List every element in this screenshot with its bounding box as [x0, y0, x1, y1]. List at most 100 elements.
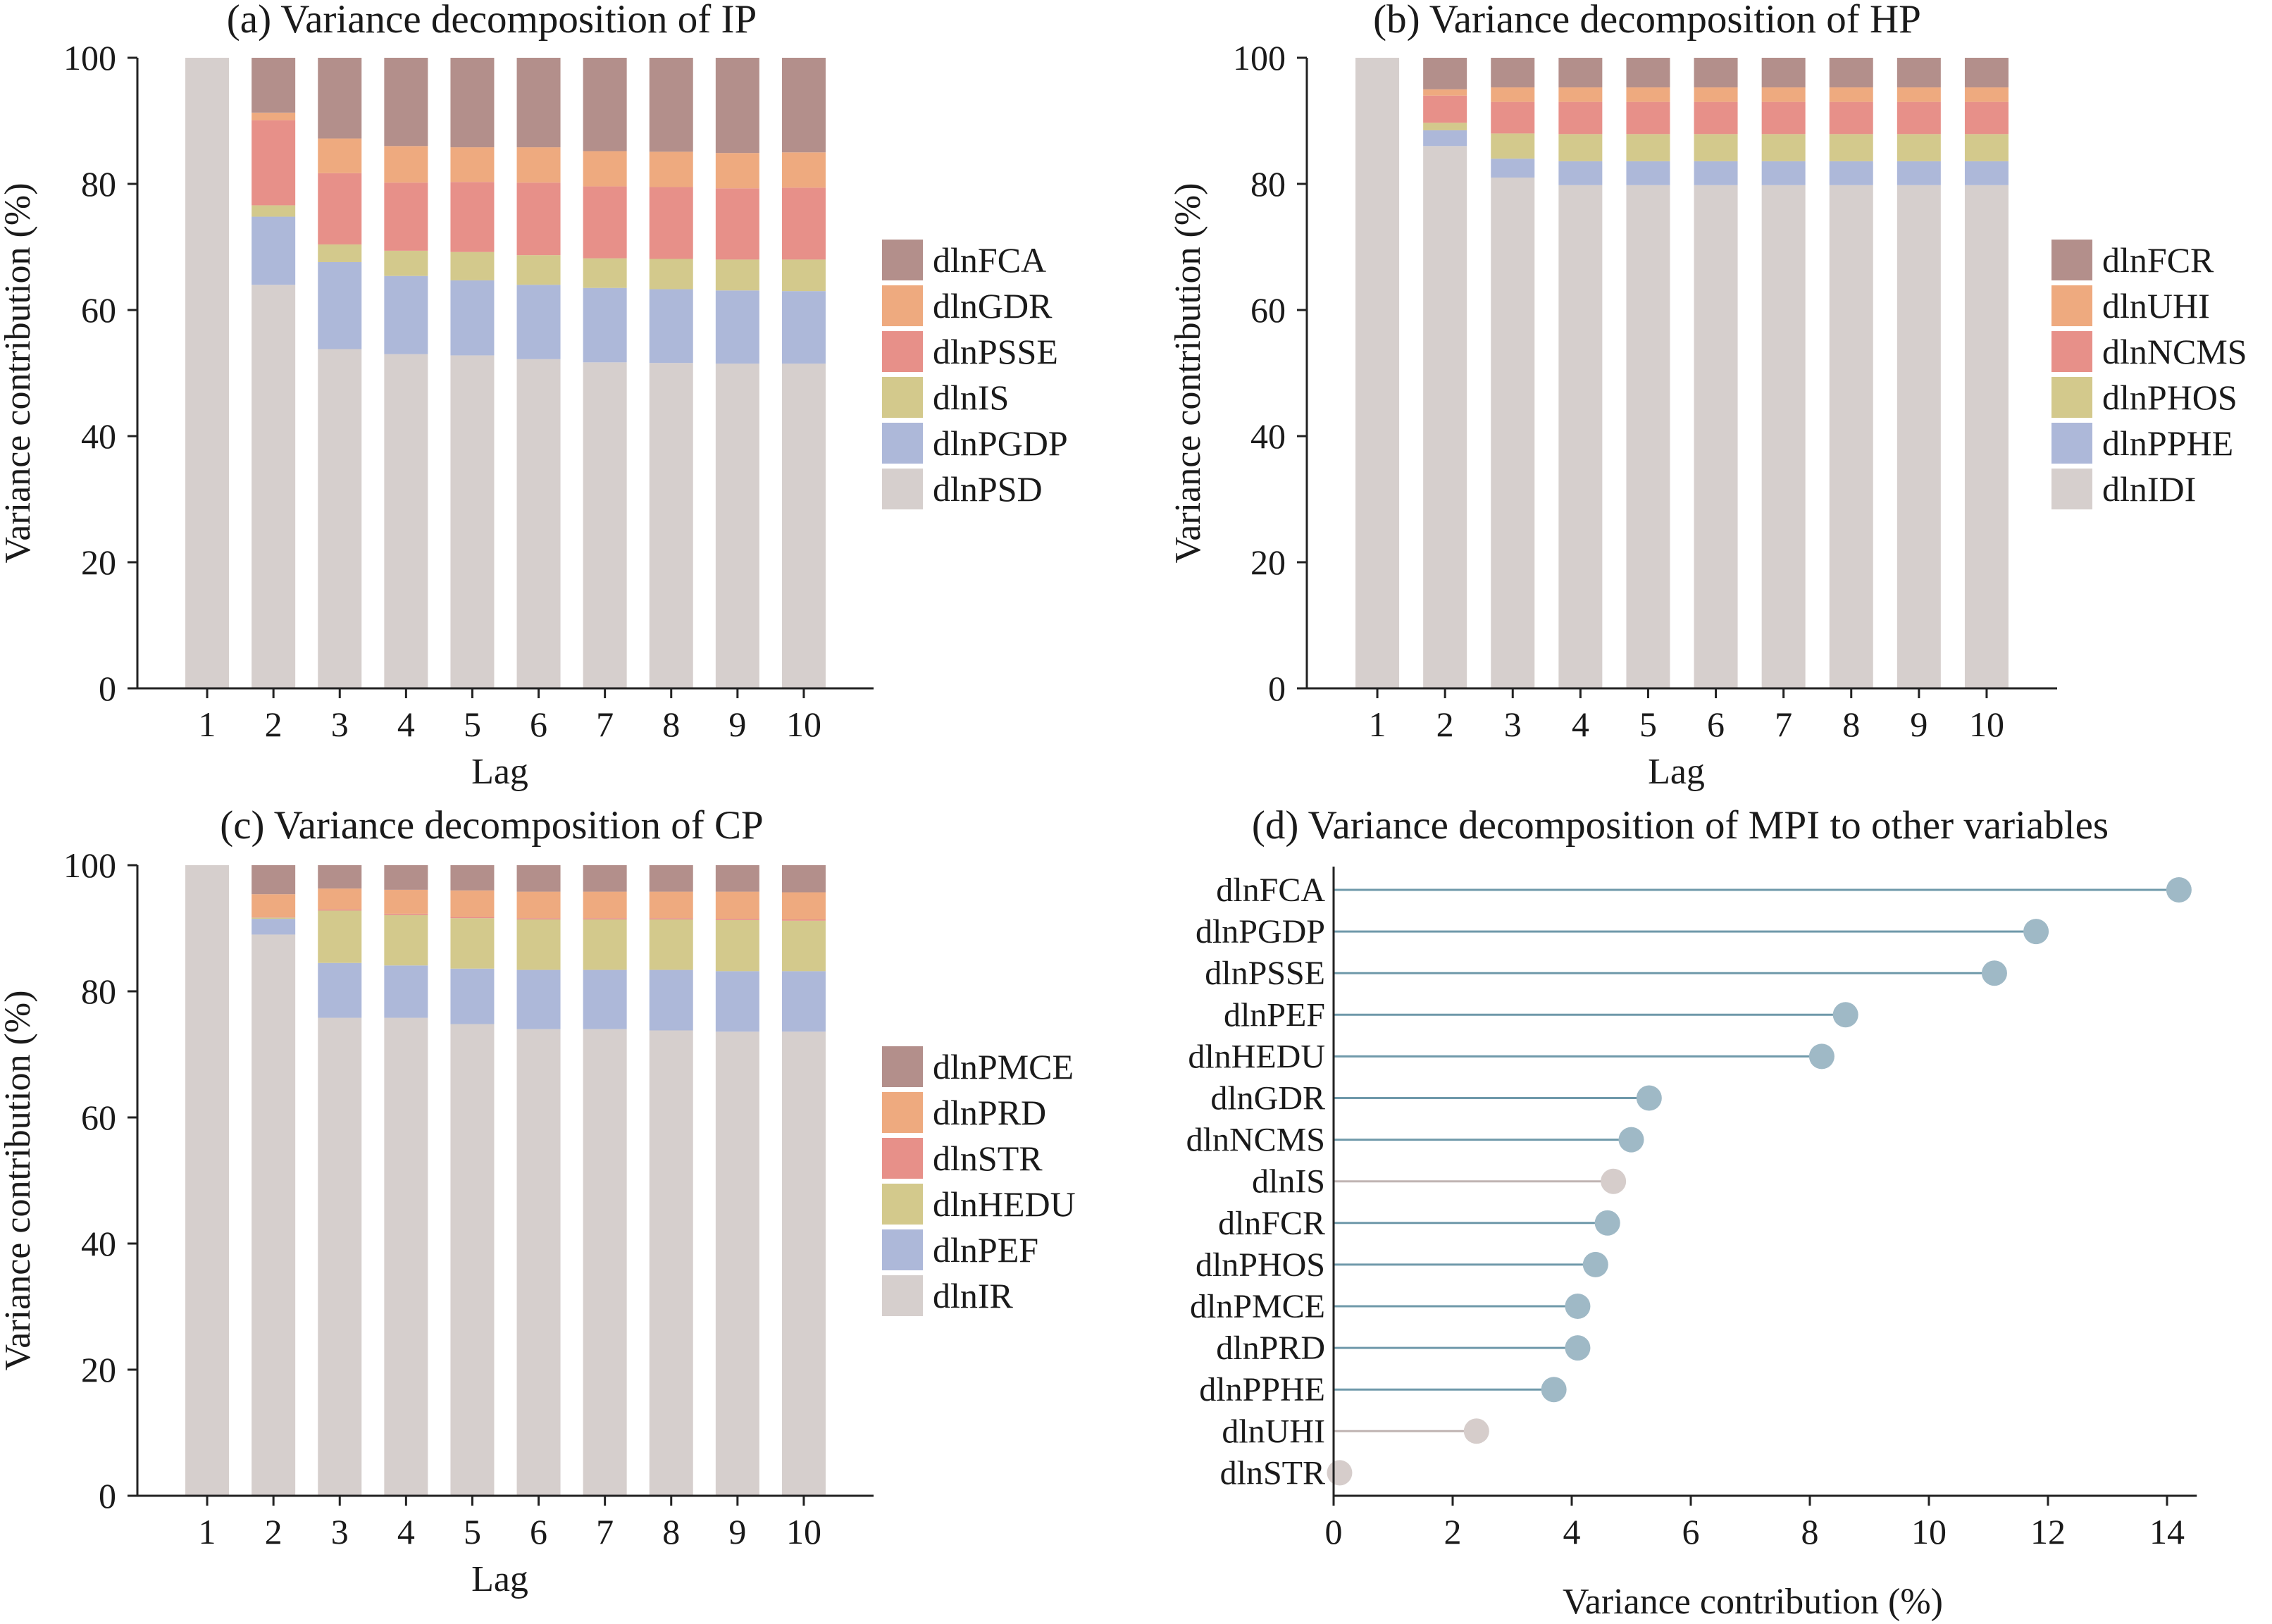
y-tick-label: 100: [1233, 38, 1286, 78]
x-tick-label: 5: [464, 705, 481, 744]
bar-segment: [649, 969, 693, 1031]
bar-segment: [649, 151, 693, 187]
legend: dlnPMCE dlnPRD dlnSTR dlnHEDU dlnPEF dlnIR: [882, 1046, 1076, 1316]
bar-segment: [649, 58, 693, 152]
bar-segment: [715, 891, 759, 919]
bar-segment: [450, 182, 495, 252]
bar-segment: [781, 1031, 826, 1496]
x-tick-label: 6: [1682, 1512, 1700, 1551]
bar-segment: [1558, 185, 1603, 688]
y-tick-label: 0: [99, 669, 116, 708]
bar-segment: [1829, 134, 1873, 161]
x-tick-label: 6: [1707, 705, 1725, 744]
bar-segment: [1423, 58, 1467, 89]
chart-title: (c) Variance decomposition of CP: [220, 803, 763, 848]
legend-label: dlnFCA: [933, 240, 1046, 280]
y-axis-label: Variance contribution (%): [0, 182, 38, 563]
category-label: dlnPGDP: [1196, 913, 1325, 950]
bar-segment: [384, 275, 428, 354]
legend-swatch: [882, 1275, 923, 1316]
bar-segment: [583, 186, 627, 259]
bar-segment: [516, 147, 561, 183]
bar-segment: [715, 865, 759, 892]
legend-swatch: [2051, 377, 2092, 418]
bar-segment: [1761, 101, 1806, 135]
bar-segment: [318, 58, 362, 139]
bar-segment: [252, 112, 296, 120]
bar-segment: [715, 1031, 759, 1496]
bar-segment: [715, 290, 759, 364]
x-tick-label: 8: [1842, 705, 1860, 744]
x-tick-label: 12: [2030, 1512, 2066, 1551]
lollipop-dot: [1582, 1251, 1608, 1277]
x-tick-label: 4: [397, 1512, 415, 1551]
legend-label: dlnIS: [933, 378, 1009, 417]
bar-segment: [1897, 101, 1941, 135]
bar-segment: [384, 1017, 428, 1496]
bar-segment: [318, 888, 362, 910]
bar-segment: [1897, 185, 1941, 688]
y-tick-label: 80: [1250, 164, 1286, 204]
legend-label: dlnPGDP: [933, 423, 1068, 463]
bar-segment: [450, 355, 495, 688]
x-tick-label: 5: [464, 1512, 481, 1551]
y-tick-label: 80: [81, 164, 116, 204]
y-tick-label: 0: [99, 1476, 116, 1515]
x-tick-label: 0: [1325, 1512, 1343, 1551]
bar-segment: [1694, 161, 1738, 185]
x-tick-label: 4: [397, 705, 415, 744]
legend-label: dlnPHOS: [2102, 378, 2237, 417]
lollipop-dot: [1636, 1085, 1662, 1111]
bar-segment: [781, 971, 826, 1032]
y-axis-label: Variance contribution (%): [1168, 182, 1208, 563]
y-tick-label: 0: [1268, 669, 1286, 708]
bar-segment: [781, 187, 826, 260]
legend-label: dlnPEF: [933, 1230, 1038, 1270]
bar-segment: [384, 146, 428, 183]
y-axis-label: Variance contribution (%): [0, 990, 38, 1370]
bar-segment: [583, 287, 627, 363]
bar-segment: [649, 865, 693, 892]
bar-segment: [649, 918, 693, 919]
lollipop-dot: [1463, 1418, 1489, 1444]
bar-segment: [781, 920, 826, 972]
bar-segment: [1897, 87, 1941, 102]
bar-segment: [384, 182, 428, 251]
bar-segment: [1626, 87, 1670, 102]
legend: dlnFCA dlnGDR dlnPSSE dlnIS dlnPGDP dlnPSD: [882, 240, 1068, 509]
legend-swatch: [882, 377, 923, 418]
legend-label: dlnSTR: [933, 1139, 1043, 1178]
bar-segment: [715, 153, 759, 189]
bar-segment: [1423, 95, 1467, 123]
category-label: dlnFCR: [1218, 1205, 1325, 1242]
bar-segment: [1964, 101, 2009, 135]
bar-segment: [384, 250, 428, 276]
bar-segment: [781, 919, 826, 921]
bar-segment: [781, 259, 826, 292]
bar-segment: [1558, 87, 1603, 102]
bar-segment: [516, 891, 561, 919]
bar-segment: [649, 259, 693, 290]
bar-segment: [1829, 101, 1873, 135]
bar-segment: [1558, 134, 1603, 161]
chart-panel-2: (c) Variance decomposition of CP 0 20 40 60 8…: [0, 803, 1076, 1599]
bar-segment: [1829, 161, 1873, 185]
legend: dlnFCR dlnUHI dlnNCMS dlnPHOS dlnPPHE dlnIDI: [2051, 240, 2247, 509]
bar-segment: [1423, 146, 1467, 689]
legend-swatch: [882, 240, 923, 280]
bar-segment: [516, 969, 561, 1029]
legend-label: dlnPSSE: [933, 332, 1058, 371]
chart-title: (b) Variance decomposition of HP: [1373, 0, 1921, 42]
category-label: dlnIS: [1252, 1163, 1325, 1201]
bar-segment: [450, 58, 495, 148]
bar-segment: [516, 918, 561, 919]
x-tick-label: 2: [265, 705, 283, 744]
bar-segment: [583, 58, 627, 151]
category-label: dlnPPHE: [1199, 1371, 1325, 1408]
bar-segment: [384, 58, 428, 147]
x-tick-label: 3: [331, 705, 349, 744]
bar-segment: [318, 244, 362, 262]
bar-segment: [1423, 89, 1467, 96]
bar-segment: [252, 205, 296, 217]
